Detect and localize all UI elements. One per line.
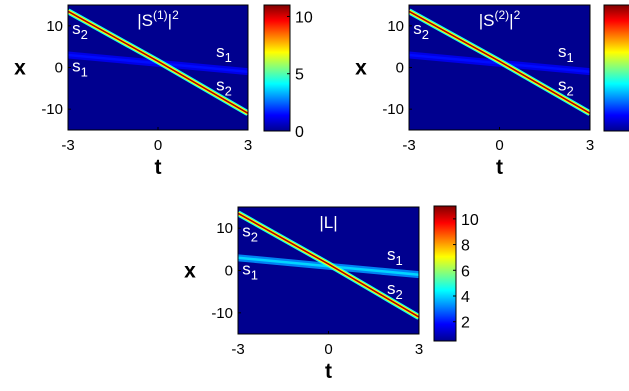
y-tick-label: -10 — [211, 305, 233, 322]
soliton-label-s2: s2 — [216, 75, 232, 98]
soliton-s2 — [409, 10, 590, 114]
y-tick-label: 0 — [396, 60, 404, 77]
x-tick-label: 3 — [586, 137, 594, 154]
x-tick-label: -3 — [402, 137, 415, 154]
soliton-label-s2: s2 — [387, 279, 403, 302]
soliton-label-s1: s1 — [558, 42, 574, 65]
colorbar-tick-label: 6 — [461, 263, 470, 280]
soliton-label-s2: s2 — [72, 19, 88, 42]
y-axis-label: x — [14, 57, 26, 80]
x-tick-label: -3 — [61, 137, 74, 154]
colorbar-tick-label: 8 — [461, 238, 470, 255]
y-tick-label: 0 — [55, 60, 63, 77]
panel-1: -3 0 3 10 0 -10 t x |S(1)|2 s2 s1 s1 s2 10 5 0 — [14, 4, 313, 179]
soliton-label-s1: s1 — [72, 57, 88, 80]
y-tick-label: -10 — [382, 101, 404, 118]
y-tick-label: 10 — [387, 18, 404, 35]
soliton-label-s1: s1 — [387, 245, 403, 268]
soliton-label-s1: s1 — [216, 42, 232, 65]
panel-title: |S(1)|2 — [137, 8, 179, 30]
soliton-s2 — [68, 10, 248, 114]
colorbar-tick-label: 10 — [461, 212, 479, 229]
panel-2: -3 0 3 10 0 -10 t x |S(2)|2 s2 s1 s2 — [355, 4, 629, 179]
x-tick-label: -3 — [231, 341, 244, 358]
x-axis-label: t — [155, 156, 162, 179]
y-tick-label: -10 — [41, 101, 63, 118]
y-tick-label: 10 — [46, 18, 63, 35]
panel-3: -3 0 3 10 0 -10 t x |L| s2 s1 s1 s2 10 8 6 4 2 — [184, 205, 479, 383]
colorbar-tick-label: 10 — [295, 9, 313, 26]
soliton-label-s2: s2 — [242, 222, 258, 245]
soliton-s2 — [238, 212, 419, 318]
heatmap-field — [238, 210, 419, 320]
x-tick-label: 0 — [495, 137, 503, 154]
colorbar-tick-label: 5 — [295, 67, 304, 84]
x-axis-label: t — [496, 156, 503, 179]
soliton-label-s2: s2 — [558, 75, 574, 98]
colorbar — [603, 4, 629, 132]
y-axis-label: x — [355, 57, 367, 80]
y-axis-label: x — [184, 260, 196, 283]
soliton-label-s1: s1 — [242, 260, 258, 283]
x-tick-label: 0 — [154, 137, 162, 154]
x-tick-label: 3 — [415, 341, 423, 358]
colorbar — [433, 205, 457, 342]
colorbar-tick-label: 2 — [461, 315, 470, 332]
colorbar-tick-label: 0 — [295, 124, 304, 141]
y-tick-label: 10 — [216, 220, 233, 237]
soliton-label-s2: s2 — [413, 19, 429, 42]
panel-title: |S(2)|2 — [479, 8, 521, 30]
heatmap-field — [409, 8, 590, 116]
y-tick-label: 0 — [225, 263, 233, 280]
panel-title: |L| — [319, 213, 337, 232]
colorbar-tick-label: 4 — [461, 289, 470, 306]
x-tick-label: 0 — [324, 341, 332, 358]
colorbar — [263, 4, 291, 132]
heatmap-field — [68, 8, 248, 116]
x-axis-label: t — [325, 360, 332, 383]
x-tick-label: 3 — [244, 137, 252, 154]
